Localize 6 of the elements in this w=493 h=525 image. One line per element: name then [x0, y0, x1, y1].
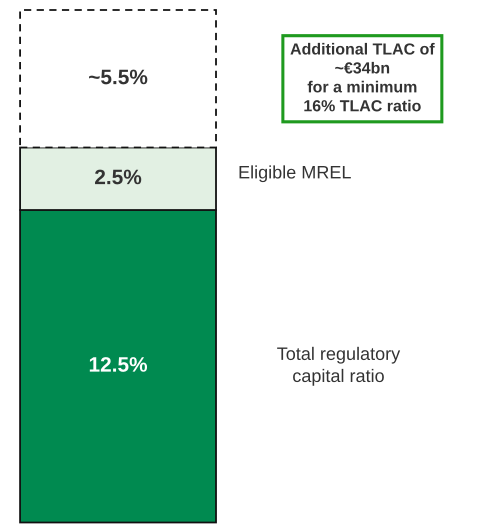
- series-label: Eligible MREL: [240, 165, 351, 182]
- text: Additional TLAC of ~€34bn for a minimum 16% TLAC ratio: [290, 42, 435, 112]
- data-label: ~5.5%: [89, 70, 148, 84]
- text: Total regulatory capital ratio: [277, 346, 400, 386]
- data-label: 12.5%: [90, 357, 148, 372]
- data-label: 2.5%: [95, 170, 142, 184]
